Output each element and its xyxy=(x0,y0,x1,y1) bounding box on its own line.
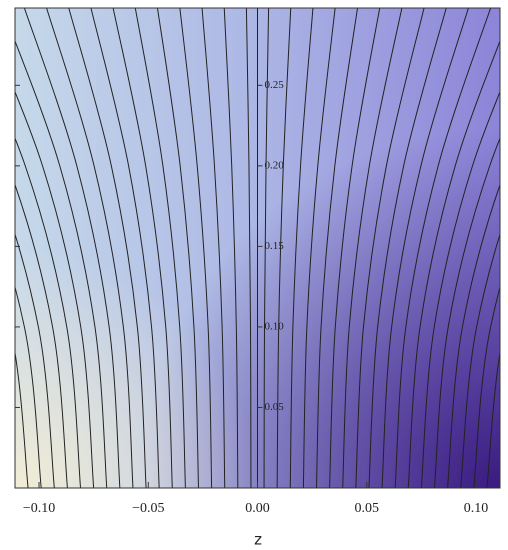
contour-line xyxy=(23,8,121,488)
contour-line xyxy=(342,8,403,488)
contour-line xyxy=(473,285,500,488)
contours xyxy=(15,8,500,488)
contour-line xyxy=(201,8,226,488)
contour-line xyxy=(134,8,186,488)
contour-line xyxy=(15,232,55,488)
contour-line xyxy=(46,8,134,488)
x-tick-label: −0.10 xyxy=(23,501,55,516)
contour-line xyxy=(420,90,500,488)
contour-line xyxy=(355,8,425,488)
contour-line xyxy=(407,39,500,488)
contour-line xyxy=(223,8,239,488)
contour-line xyxy=(15,285,42,488)
contour-line xyxy=(381,8,469,488)
contour-line xyxy=(15,39,108,488)
contour-line xyxy=(315,8,359,488)
contour-line xyxy=(15,183,68,488)
contour-line xyxy=(15,349,29,488)
contour-line xyxy=(433,136,500,488)
contour-line xyxy=(15,90,95,488)
contour-line xyxy=(112,8,173,488)
x-tick-label: 0.00 xyxy=(245,501,270,516)
y-tick-label: 0.25 xyxy=(265,79,285,91)
contour-line xyxy=(68,8,147,488)
y-tick-label: 0.05 xyxy=(265,401,285,413)
contour-line xyxy=(368,8,447,488)
x-tick-label: 0.10 xyxy=(464,501,489,516)
contour-line xyxy=(289,8,314,488)
x-tick-label: 0.05 xyxy=(354,501,379,516)
contour-line xyxy=(486,349,500,488)
contour-line xyxy=(447,183,500,488)
y-tick-label: 0.20 xyxy=(265,159,285,171)
contour-line xyxy=(90,8,160,488)
contour-line xyxy=(329,8,381,488)
contour-line xyxy=(460,232,500,488)
contour-line xyxy=(276,8,292,488)
x-axis-label: z xyxy=(254,531,262,549)
y-tick-label: 0.15 xyxy=(265,240,285,252)
contour-line xyxy=(156,8,200,488)
x-tick-label: −0.05 xyxy=(132,501,164,516)
contour-line xyxy=(394,8,492,488)
contour-line xyxy=(263,8,270,488)
y-tick-label: 0.10 xyxy=(265,320,285,332)
contour-line xyxy=(245,8,252,488)
contour-line xyxy=(15,136,82,488)
contour-line xyxy=(179,8,213,488)
contour-line xyxy=(302,8,336,488)
